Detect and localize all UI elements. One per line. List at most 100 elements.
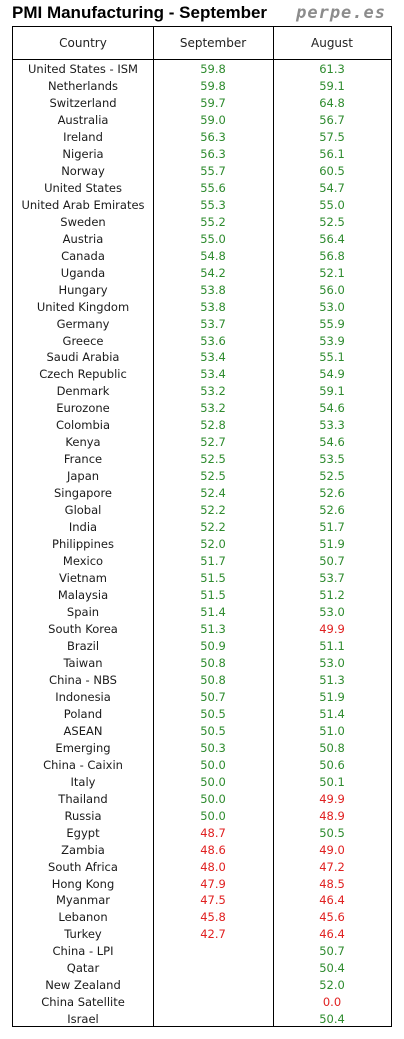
september-value-cell: 59.7 <box>200 95 226 110</box>
august-value-cell: 51.1 <box>319 638 345 653</box>
table-row: Malaysia 51.5 51.2 <box>13 587 391 604</box>
august-value-cell: 51.3 <box>319 672 345 687</box>
august-value-cell: 50.7 <box>319 944 345 959</box>
august-value-cell: 52.0 <box>319 978 345 993</box>
september-value-cell: 42.7 <box>200 927 226 942</box>
august-value-cell: 51.4 <box>319 706 345 721</box>
august-value-cell: 50.6 <box>319 757 345 772</box>
table-row: Greece 53.6 53.9 <box>13 333 391 350</box>
country-cell: United States - ISM <box>28 62 138 76</box>
table-row: Russia 50.0 48.9 <box>13 808 391 825</box>
country-cell: Denmark <box>56 384 110 399</box>
september-value-cell: 50.0 <box>200 757 226 772</box>
september-value-cell: 54.2 <box>200 265 226 280</box>
september-value-cell: 53.4 <box>200 350 226 365</box>
september-value-cell: 50.0 <box>200 791 226 806</box>
september-value-cell: 51.3 <box>200 621 226 636</box>
table-row: Myanmar 47.5 46.4 <box>13 892 391 909</box>
table-row: South Africa 48.0 47.2 <box>13 859 391 876</box>
august-value-cell: 54.6 <box>319 401 345 416</box>
august-value-cell: 56.1 <box>319 146 345 161</box>
table-row: Norway 55.7 60.5 <box>13 163 391 180</box>
country-cell: Singapore <box>53 486 113 501</box>
september-value-cell: 50.5 <box>200 723 226 738</box>
august-value-cell: 50.7 <box>319 554 345 569</box>
country-cell: New Zealand <box>45 978 121 993</box>
table-row: Kenya 52.7 54.6 <box>13 434 391 451</box>
august-value-cell: 51.0 <box>319 723 345 738</box>
table-row: China Satellite 0.0 <box>13 994 391 1011</box>
country-cell: Poland <box>63 706 103 721</box>
august-value-cell: 59.1 <box>319 78 345 93</box>
august-value-cell: 49.9 <box>319 621 345 636</box>
table-row: South Korea 51.3 49.9 <box>13 621 391 638</box>
august-value-cell: 53.3 <box>319 418 345 433</box>
country-cell: Canada <box>61 248 105 263</box>
country-cell: Taiwan <box>63 655 103 670</box>
country-cell: Zambia <box>61 842 105 857</box>
country-cell: Saudi Arabia <box>46 350 120 365</box>
country-cell: Australia <box>57 112 109 127</box>
header-divider <box>13 59 391 60</box>
august-value-cell: 60.5 <box>319 163 345 178</box>
table-row: Philippines 52.0 51.9 <box>13 536 391 553</box>
table-row: Hong Kong 47.9 48.5 <box>13 876 391 893</box>
table-row: United Arab Emirates 55.3 55.0 <box>13 197 391 214</box>
august-value-cell: 46.4 <box>319 893 345 908</box>
country-cell: Greece <box>62 333 104 348</box>
table-row: Zambia 48.6 49.0 <box>13 842 391 859</box>
august-value-cell: 50.5 <box>319 825 345 840</box>
country-cell: Austria <box>62 231 104 246</box>
august-value-cell: 53.0 <box>319 655 345 670</box>
august-value-cell: 59.1 <box>319 384 345 399</box>
table-row: Australia 59.0 56.7 <box>13 112 391 129</box>
august-value-cell: 54.7 <box>319 180 345 195</box>
table-row: Indonesia 50.7 51.9 <box>13 689 391 706</box>
country-cell: Colombia <box>55 418 111 433</box>
country-cell: Spain <box>66 605 100 619</box>
table-row: Netherlands 59.8 59.1 <box>13 78 391 95</box>
september-value-cell: 47.5 <box>200 893 226 908</box>
country-cell: China - Caixin <box>43 757 123 772</box>
country-cell: Indonesia <box>55 689 111 704</box>
august-value-cell: 47.2 <box>319 859 345 874</box>
table-row: Emerging 50.3 50.8 <box>13 740 391 757</box>
pmi-table: Country September August United States -… <box>12 26 392 1027</box>
august-value-cell: 56.0 <box>319 282 345 297</box>
august-value-cell: 46.4 <box>319 927 345 942</box>
september-value-cell: 55.7 <box>200 163 226 178</box>
country-cell: China Satellite <box>41 995 125 1010</box>
table-row: India 52.2 51.7 <box>13 519 391 536</box>
september-value-cell: 59.0 <box>200 112 226 127</box>
table-row: Singapore 52.4 52.6 <box>13 485 391 502</box>
august-value-cell: 64.8 <box>319 95 345 110</box>
september-value-cell: 48.6 <box>200 842 226 857</box>
august-value-cell: 56.7 <box>319 112 345 127</box>
header-september: September <box>179 36 247 50</box>
country-cell: Russia <box>64 808 102 823</box>
august-value-cell: 55.1 <box>319 350 345 365</box>
september-value-cell: 53.2 <box>200 384 226 399</box>
august-value-cell: 53.5 <box>319 452 345 467</box>
august-value-cell: 0.0 <box>322 995 342 1010</box>
august-value-cell: 51.2 <box>319 588 345 603</box>
table-row: Egypt 48.7 50.5 <box>13 825 391 842</box>
country-cell: United States <box>44 180 122 195</box>
september-value-cell: 51.5 <box>200 588 226 603</box>
august-value-cell: 52.5 <box>319 469 345 484</box>
september-value-cell: 52.5 <box>200 452 226 467</box>
country-cell: United Kingdom <box>36 299 130 314</box>
table-row: Taiwan 50.8 53.0 <box>13 655 391 672</box>
september-value-cell: 50.9 <box>200 638 226 653</box>
september-value-cell: 56.3 <box>200 129 226 144</box>
august-value-cell: 50.8 <box>319 740 345 755</box>
table-row: China - LPI 50.7 <box>13 943 391 960</box>
table-row: Japan 52.5 52.5 <box>13 468 391 485</box>
september-value-cell: 53.6 <box>200 333 226 348</box>
country-cell: South Africa <box>48 859 118 874</box>
august-value-cell: 52.6 <box>319 503 345 518</box>
august-value-cell: 45.6 <box>319 910 345 925</box>
august-value-cell: 61.3 <box>319 62 345 76</box>
september-value-cell: 56.3 <box>200 146 226 161</box>
country-cell: Japan <box>66 469 100 484</box>
